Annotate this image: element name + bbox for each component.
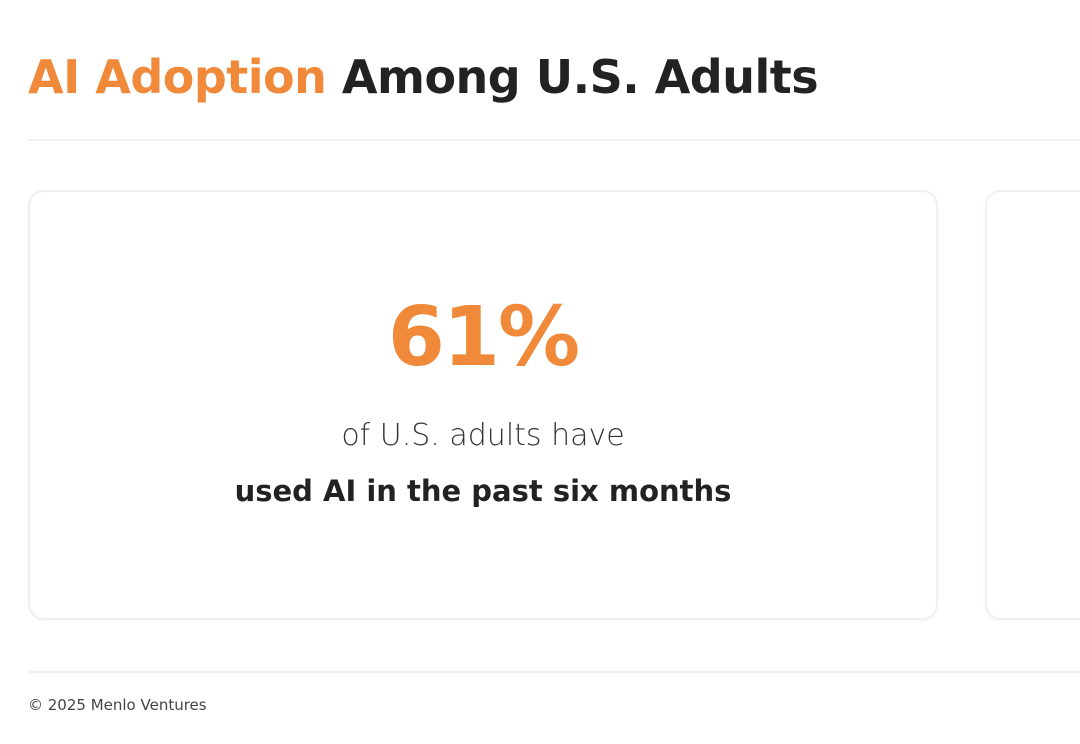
- divider: [28, 139, 1080, 141]
- stat-card: [28, 190, 938, 620]
- stat-caption: of U.S. adults have: [341, 418, 625, 453]
- stat-value: 61%: [387, 290, 580, 385]
- title-rest: Among U.S. Adults: [341, 50, 819, 104]
- title-highlight: AI Adoption: [28, 50, 327, 104]
- stat-caption-bold: used AI in the past six months: [234, 474, 732, 508]
- next-card: [985, 190, 1080, 620]
- title: AI Adoption Among U.S. Adults: [28, 50, 819, 104]
- divider: [28, 671, 1080, 673]
- copyright: © 2025 Menlo Ventures: [28, 696, 207, 714]
- stat-content: 61% of U.S. adults have used AI in the p…: [28, 0, 938, 744]
